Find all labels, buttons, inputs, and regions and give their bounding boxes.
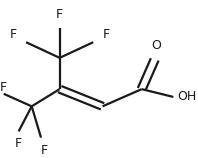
Text: O: O <box>152 39 162 52</box>
Text: F: F <box>10 28 17 41</box>
Text: F: F <box>0 81 7 94</box>
Text: F: F <box>41 144 48 157</box>
Text: F: F <box>15 137 22 150</box>
Text: OH: OH <box>177 90 196 103</box>
Text: F: F <box>103 28 110 41</box>
Text: F: F <box>56 8 63 21</box>
